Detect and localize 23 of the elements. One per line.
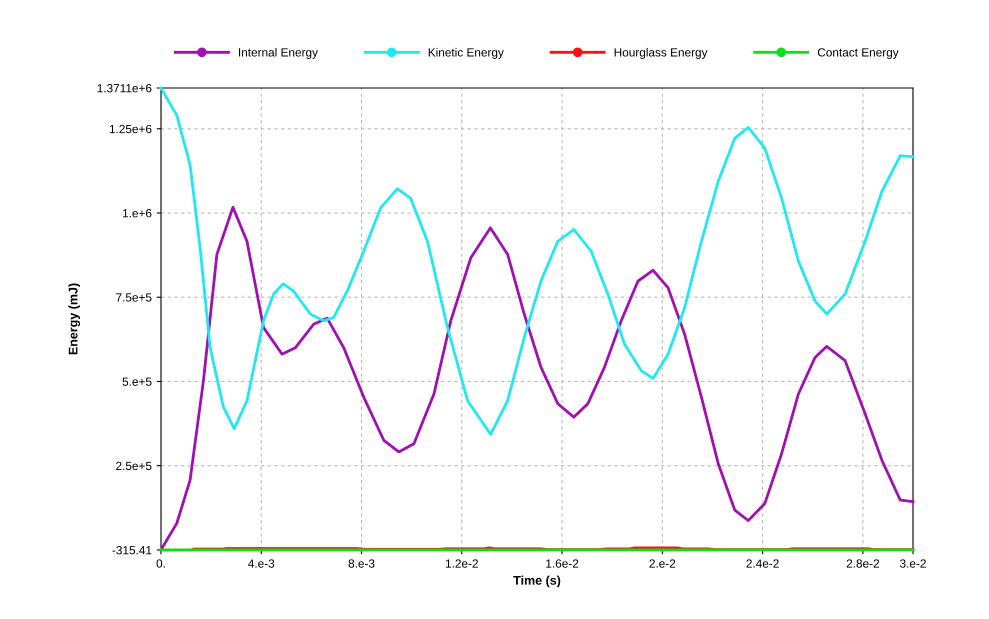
legend-label: Hourglass Energy — [614, 48, 708, 59]
x-tick-label: 4.e-3 — [248, 559, 274, 568]
y-tick-label: -315.41 — [112, 546, 152, 554]
x-axis-title: Time (s) — [513, 576, 560, 588]
x-tick-label: 8.e-3 — [348, 559, 374, 568]
y-axis-title: Energy (mJ) — [68, 284, 80, 354]
legend-label: Internal Energy — [239, 48, 318, 59]
x-tick-label: 2.4e-2 — [746, 559, 779, 568]
x-tick-label: 1.2e-2 — [446, 559, 478, 568]
y-tick-label: 1.25e+6 — [110, 124, 152, 134]
y-tick-label: 2.5e+5 — [116, 462, 152, 470]
x-tick-label: 0. — [156, 559, 165, 568]
x-tick-label: 1.6e-2 — [546, 559, 578, 568]
y-tick-label: 5.e+5 — [122, 378, 152, 386]
y-tick-label: 1.3711e+6 — [98, 84, 152, 92]
legend-label: Kinetic Energy — [428, 48, 504, 59]
y-tick-label: 1.e+6 — [123, 209, 152, 218]
x-tick-label: 2.8e-2 — [846, 559, 880, 568]
line-series — [160, 206, 914, 552]
legend-label: Contact Energy — [818, 48, 899, 59]
x-tick-label: 3.e-2 — [900, 559, 926, 568]
y-tick-label: 7.5e+5 — [116, 293, 152, 302]
x-tick-label: 2.e-2 — [649, 559, 676, 568]
